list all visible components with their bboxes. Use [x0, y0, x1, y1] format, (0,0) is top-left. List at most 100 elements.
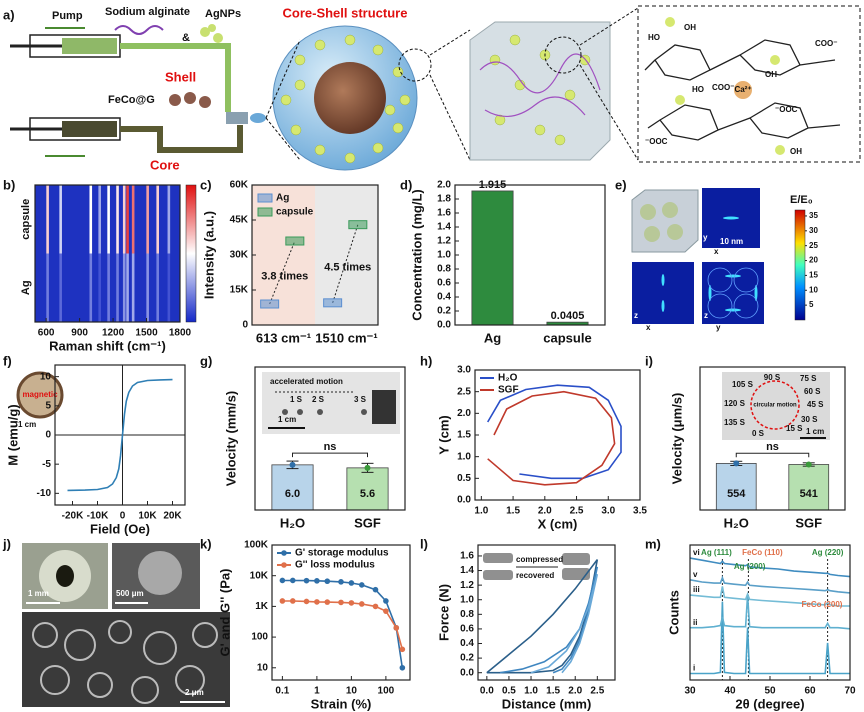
- legend-label: capsule: [276, 207, 314, 218]
- axis-letter: y: [703, 233, 708, 242]
- connector: [265, 39, 301, 119]
- y-tick-label: 30K: [230, 250, 249, 261]
- y-tick-label: 1.0: [437, 250, 451, 261]
- data-point: [338, 579, 344, 585]
- data-line: [282, 579, 404, 668]
- compress-plate: [562, 568, 590, 580]
- value-label: 5.6: [360, 488, 375, 500]
- y-tick-label: 0.0: [437, 320, 451, 331]
- heatmap-stripe: [167, 185, 171, 254]
- inset-photo: [16, 371, 64, 419]
- data-point: [372, 603, 379, 610]
- hot-spots: [661, 216, 758, 312]
- y-tick-label: -10: [37, 488, 52, 499]
- heatmap-stripe: [156, 185, 159, 254]
- data-point: [314, 578, 320, 584]
- x-category-label: SGF: [795, 515, 822, 530]
- data-point: [383, 608, 389, 614]
- x-axis-label: Strain (%): [311, 696, 372, 711]
- y-tick-label: 1.8: [437, 194, 451, 205]
- bar: [471, 190, 514, 326]
- inset-label: 1 S: [290, 395, 303, 404]
- data-point: [348, 600, 355, 606]
- x-tick-label: 30: [684, 686, 696, 697]
- x-tick-label: 1800: [169, 328, 192, 339]
- colorbar-tick-label: 30: [809, 226, 818, 235]
- y-tick-label: 0.0: [460, 667, 474, 678]
- inset-label: 45 S: [807, 400, 824, 409]
- y-tick-label: 2.5: [457, 386, 471, 397]
- y-tick-label: 1.0: [460, 594, 474, 605]
- inset-label: 30 S: [801, 415, 818, 424]
- axis-letter: x: [714, 247, 719, 256]
- x-tick-label: 50: [764, 686, 776, 697]
- y-tick-label: 5: [45, 400, 51, 411]
- y-category-label: capsule: [20, 199, 32, 240]
- plot-frame: [699, 366, 846, 511]
- colorbar-tick-label: 20: [809, 256, 818, 265]
- inset-label: accelerated motion: [270, 377, 343, 386]
- colorbar-tick-label: 5: [809, 300, 814, 309]
- y-tick-label: 0.4: [437, 292, 451, 303]
- scale-label: 500 μm: [116, 589, 144, 598]
- x-tick-label: 10: [346, 686, 358, 697]
- value-label: 554: [727, 488, 746, 500]
- chem-label: ⁻OOC: [775, 105, 798, 114]
- y-tick-label: 1.0: [457, 451, 471, 462]
- peak-label: FeCo (110): [742, 548, 783, 557]
- heatmap-stripe: [46, 253, 49, 322]
- x-tick-label: 1.0: [524, 686, 538, 697]
- particle: [208, 24, 216, 32]
- y-tick-label: 1.6: [460, 551, 474, 562]
- series-label: i: [693, 664, 695, 673]
- sem-bead: [138, 551, 182, 595]
- inset-label: 120 S: [724, 399, 746, 408]
- particle: [169, 94, 181, 106]
- heatmap-stripe: [126, 253, 129, 322]
- inset-label: 105 S: [732, 380, 754, 389]
- legend-label: H₂O: [498, 373, 518, 384]
- x-tick-label: 2.5: [590, 686, 604, 697]
- peak-label: Ag (111): [701, 548, 732, 557]
- legend-label: G'' loss modulus: [295, 560, 375, 571]
- value-label: 541: [800, 488, 818, 500]
- porous-texture: [32, 620, 218, 704]
- group-marker: [348, 220, 368, 230]
- inset-label: circular motion: [753, 403, 797, 409]
- y-tick-label: 2.0: [437, 180, 451, 191]
- heatmap-stripe: [107, 253, 110, 322]
- data-line: [689, 557, 851, 578]
- x-tick-label: 0.1: [275, 686, 289, 697]
- data-point: [279, 598, 286, 604]
- chem-label: OH: [790, 147, 802, 156]
- y-axis-label: Velocity (μm/s): [669, 393, 684, 485]
- colorbar: [185, 184, 197, 323]
- droplet: [250, 113, 266, 123]
- capsule-dot: [317, 409, 323, 415]
- significance-bracket: [735, 452, 810, 458]
- mean-dot: [805, 461, 812, 468]
- x-tick-label: 0: [120, 511, 126, 522]
- heatmap-stripe: [116, 253, 119, 322]
- core-photo: [56, 565, 74, 587]
- chem-label: COO⁻: [815, 39, 837, 48]
- label: AgNPs: [205, 8, 241, 20]
- compress-plate: [483, 570, 513, 580]
- panel-label: b): [3, 177, 15, 192]
- data-line: [282, 600, 404, 650]
- data-point: [358, 601, 365, 607]
- x-category-label: capsule: [543, 330, 591, 345]
- data-line: [690, 601, 850, 675]
- x-category-label: H₂O: [280, 515, 305, 530]
- colorbar-tick-label: 35: [809, 211, 818, 220]
- particle: [200, 27, 210, 37]
- inset-label: 135 S: [724, 418, 746, 427]
- axis-letter: z: [634, 311, 638, 320]
- plot-frame: [477, 544, 616, 681]
- x-tick-label: 1.0: [474, 506, 488, 517]
- inset-label: 75 S: [800, 374, 817, 383]
- connector: [579, 64, 639, 161]
- y-tick-label: 0.8: [460, 609, 474, 620]
- agnp-dots: [280, 34, 411, 164]
- mean-dot: [289, 461, 296, 468]
